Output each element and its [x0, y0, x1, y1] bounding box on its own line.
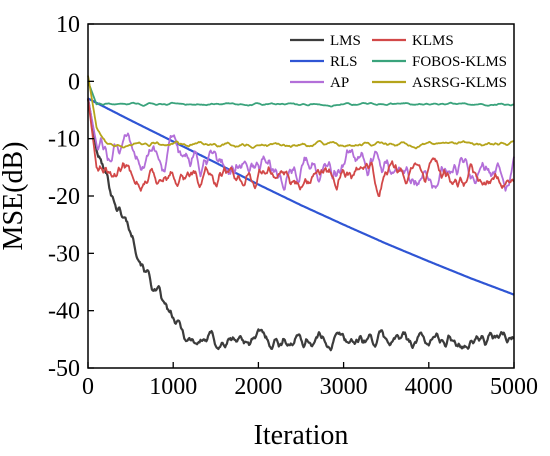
- y-tick-label: -50: [48, 356, 80, 382]
- y-tick-label: -10: [48, 127, 80, 153]
- legend-label: LMS: [330, 33, 361, 49]
- x-tick-label: 5000: [490, 374, 538, 400]
- y-tick-label: 10: [56, 12, 80, 38]
- series-line-klms: [87, 98, 515, 198]
- series-line-fobos-klms: [87, 80, 515, 108]
- x-tick-label: 3000: [320, 374, 368, 400]
- legend-label: FOBOS-KLMS: [412, 54, 507, 70]
- x-tick-label: 4000: [405, 374, 453, 400]
- series-line-lms: [86, 98, 515, 352]
- legend-label: RLS: [330, 54, 358, 70]
- x-tick-label: 1000: [149, 374, 197, 400]
- x-axis-label: Iteration: [254, 420, 349, 451]
- y-tick-label: 0: [68, 69, 80, 95]
- legend-label: ASRSG-KLMS: [412, 75, 507, 91]
- series-line-ap: [87, 98, 515, 192]
- legend-label: AP: [330, 75, 349, 91]
- series-line-rls: [87, 97, 515, 296]
- y-tick-label: -40: [48, 299, 80, 325]
- y-tick-label: -30: [48, 241, 80, 267]
- legend-label: KLMS: [412, 33, 454, 49]
- series-layer: [86, 75, 515, 352]
- y-tick-label: -20: [48, 184, 80, 210]
- x-tick-label: 0: [82, 374, 94, 400]
- series-line-asrsg-klms: [87, 75, 515, 150]
- axes-layer: 0 1000 2000 3000 4000 5000 10 0 -10 -20 -30 -40 -50: [48, 12, 538, 400]
- x-tick-label: 2000: [234, 374, 282, 400]
- y-axis-label: MSE(dB): [0, 142, 29, 251]
- legend: LMS RLS AP KLMS FOBOS-KLMS ASRSG-KLMS: [290, 33, 507, 91]
